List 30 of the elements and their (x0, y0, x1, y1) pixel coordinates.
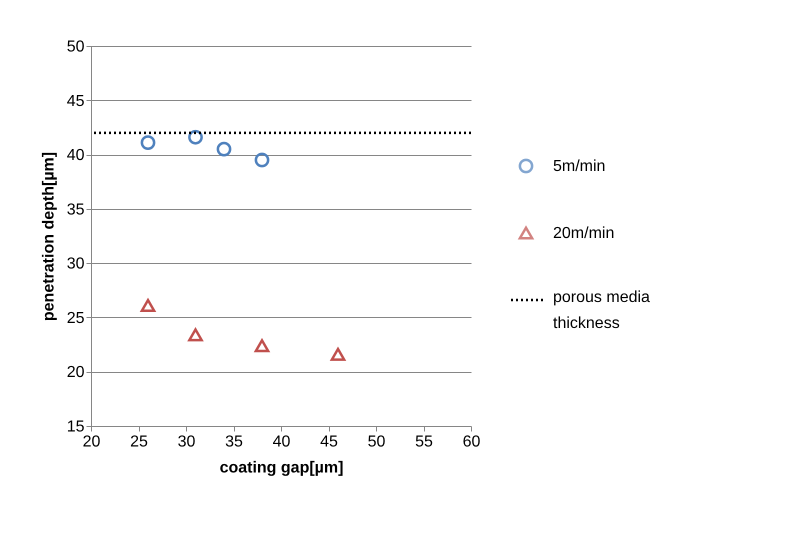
x-axis-title: coating gap[µm] (220, 460, 344, 476)
x-tick-label: 50 (368, 434, 386, 450)
y-tick-label: 15 (66, 418, 85, 436)
point (140, 135, 156, 150)
legend-label: porous media thickness (553, 289, 650, 332)
x-tick-label: 30 (178, 434, 196, 450)
x-tick-label: 40 (272, 434, 290, 450)
legend-label: 5m/min (553, 158, 606, 175)
y-tick-label: 30 (66, 256, 85, 273)
x-tick-label: 45 (320, 434, 338, 450)
x-tick-label: 25 (130, 434, 148, 450)
y-tick-label: 25 (66, 310, 85, 327)
x-tick-label: 55 (415, 434, 433, 450)
point (140, 298, 156, 312)
x-tick-label: 20 (82, 434, 100, 450)
point (254, 339, 270, 352)
y-tick-label: 35 (66, 201, 85, 218)
y-tick-label: 40 (66, 147, 85, 164)
y-tick-label: 20 (66, 364, 85, 382)
point (188, 130, 203, 145)
point (330, 348, 346, 361)
x-tick-label: 60 (462, 434, 480, 450)
y-tick-label: 45 (66, 92, 85, 110)
y-axis-title: penetration depth[µm] (40, 152, 58, 322)
point (254, 152, 270, 168)
point (188, 328, 203, 342)
point (216, 142, 232, 157)
x-tick-label: 35 (225, 434, 243, 450)
legend-label: 20m/min (553, 225, 614, 242)
y-tick-label: 50 (66, 38, 85, 56)
